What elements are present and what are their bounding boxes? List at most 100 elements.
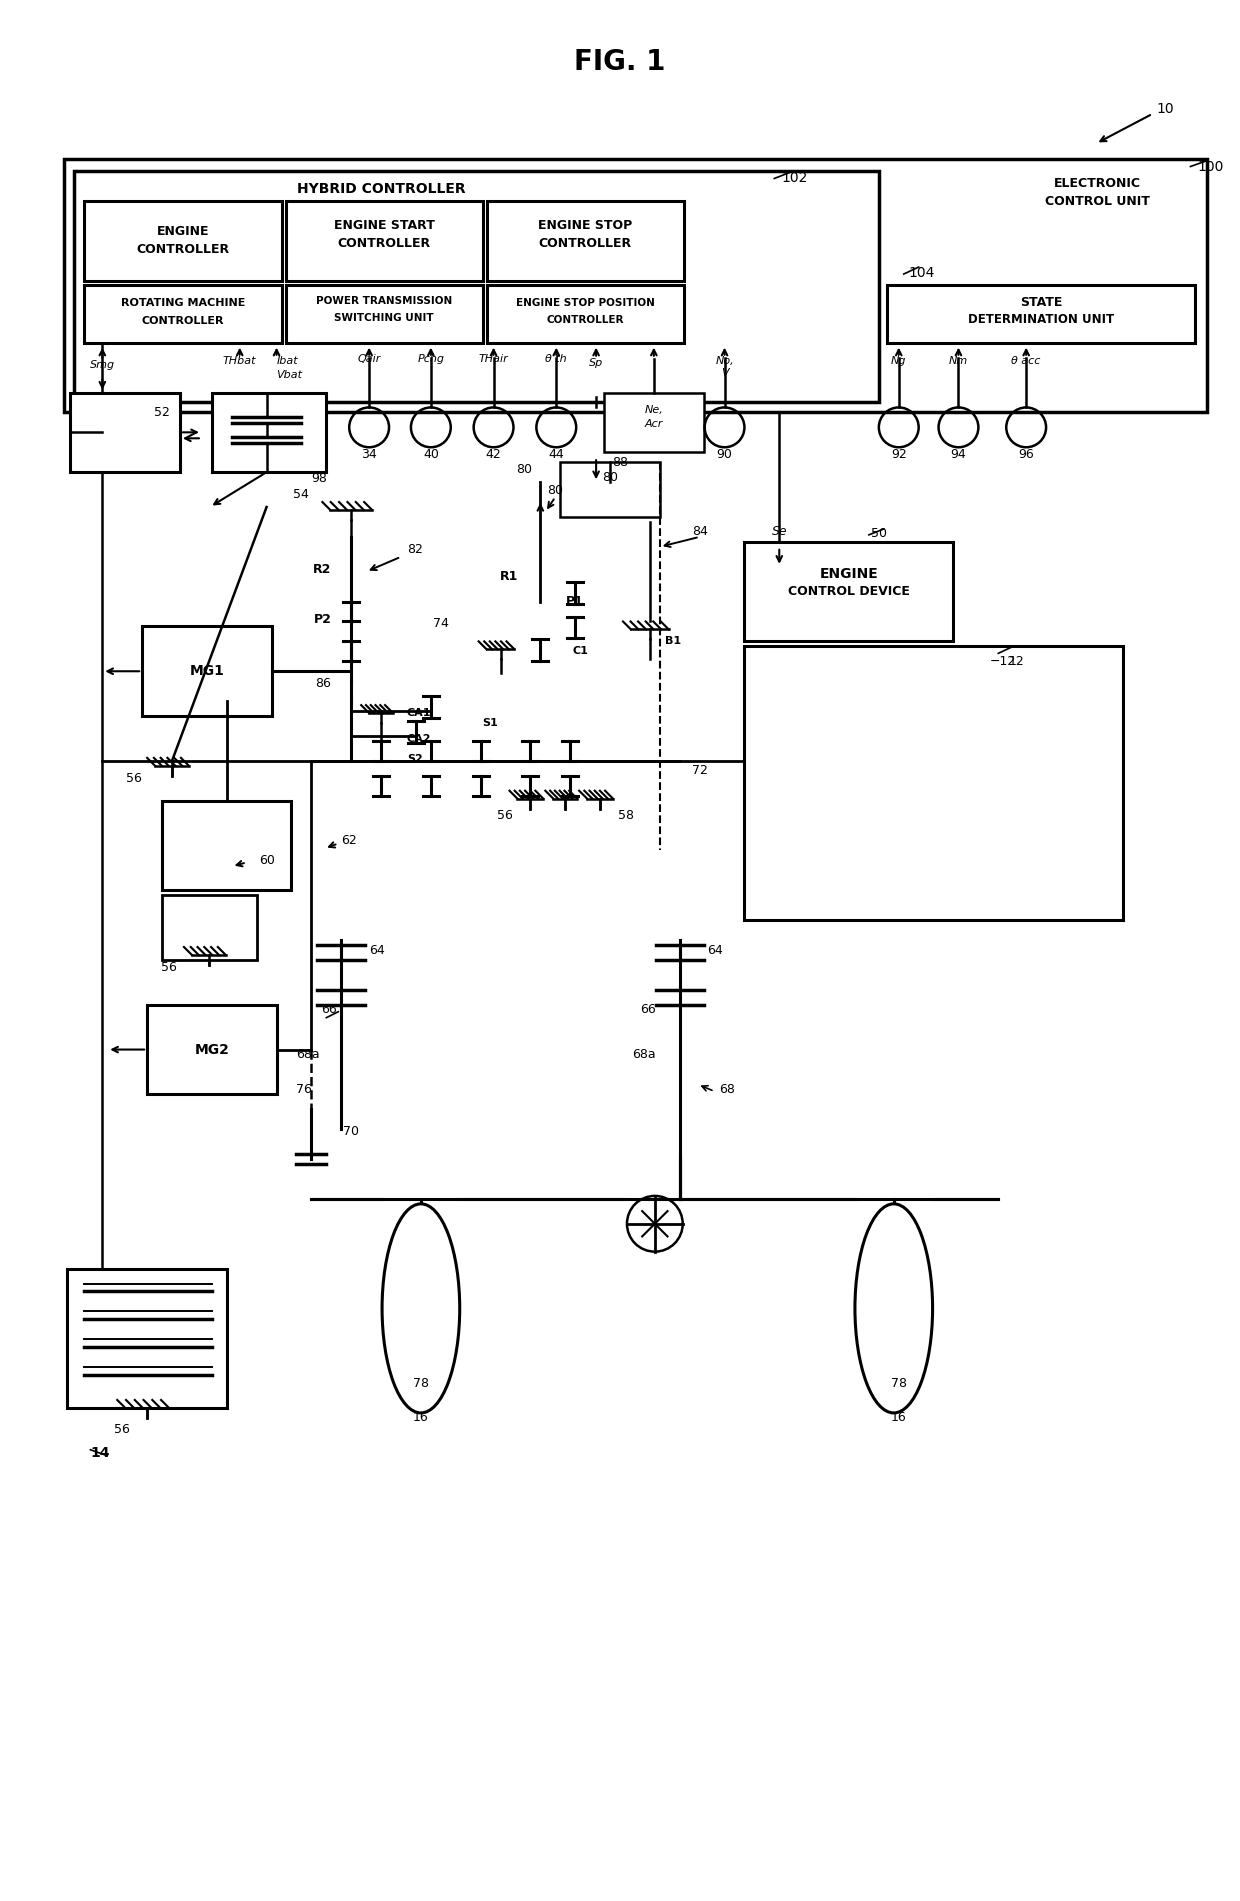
- Text: 92: 92: [890, 449, 906, 460]
- Text: V: V: [720, 367, 728, 378]
- Text: SWITCHING UNIT: SWITCHING UNIT: [335, 314, 434, 323]
- Text: 56: 56: [126, 772, 143, 785]
- Text: 40: 40: [423, 449, 439, 460]
- Text: 14: 14: [91, 1447, 110, 1460]
- Text: 60: 60: [259, 854, 275, 867]
- Text: 52: 52: [154, 407, 170, 418]
- Text: POWER TRANSMISSION: POWER TRANSMISSION: [316, 297, 453, 306]
- Text: CONTROLLER: CONTROLLER: [136, 243, 229, 255]
- Bar: [84, 202, 281, 281]
- Text: THair: THair: [479, 354, 508, 363]
- Bar: [162, 800, 291, 890]
- Text: 16: 16: [890, 1411, 906, 1424]
- Text: P1: P1: [567, 595, 584, 608]
- Text: THbat: THbat: [223, 355, 257, 365]
- Text: ENGINE START: ENGINE START: [334, 219, 434, 232]
- Text: 72: 72: [692, 764, 708, 778]
- Text: 86: 86: [315, 677, 331, 690]
- Text: CONTROLLER: CONTROLLER: [538, 238, 631, 249]
- Bar: [744, 646, 1122, 920]
- Text: 96: 96: [1018, 449, 1034, 460]
- Text: CA1: CA1: [407, 707, 432, 719]
- Text: STATE: STATE: [1021, 297, 1063, 310]
- Text: ENGINE STOP: ENGINE STOP: [538, 219, 632, 232]
- Text: 102: 102: [781, 171, 807, 186]
- Text: Nm: Nm: [949, 355, 968, 365]
- Text: CONTROLLER: CONTROLLER: [337, 238, 430, 249]
- Text: C1: C1: [572, 646, 588, 656]
- Text: 10: 10: [1157, 103, 1174, 116]
- Text: 34: 34: [361, 449, 377, 460]
- Text: 80: 80: [516, 462, 532, 475]
- Text: Smg: Smg: [89, 359, 115, 369]
- Bar: [744, 542, 954, 641]
- Text: 68: 68: [719, 1084, 735, 1095]
- Text: 56: 56: [114, 1424, 130, 1437]
- Text: B1: B1: [665, 637, 681, 646]
- Bar: [74, 171, 879, 403]
- Text: 100: 100: [1198, 160, 1224, 173]
- Text: 66: 66: [640, 1004, 656, 1017]
- Text: ELECTRONIC: ELECTRONIC: [1054, 177, 1141, 190]
- Text: 90: 90: [717, 449, 733, 460]
- Text: 80: 80: [547, 483, 563, 496]
- Text: 56: 56: [161, 962, 177, 975]
- Bar: [84, 285, 281, 342]
- Text: CONTROL UNIT: CONTROL UNIT: [1045, 196, 1151, 207]
- Bar: [887, 285, 1195, 342]
- Text: No,: No,: [715, 355, 734, 365]
- Text: R2: R2: [312, 563, 331, 576]
- Bar: [560, 462, 660, 517]
- Text: 58: 58: [618, 810, 634, 821]
- Text: FIG. 1: FIG. 1: [574, 48, 666, 76]
- Text: MG2: MG2: [195, 1042, 229, 1057]
- Text: 50: 50: [870, 527, 887, 540]
- Text: Ne,: Ne,: [645, 405, 663, 416]
- Bar: [148, 1006, 277, 1095]
- Bar: [285, 285, 482, 342]
- Text: 76: 76: [296, 1084, 312, 1095]
- Ellipse shape: [382, 1203, 460, 1412]
- Text: 98: 98: [311, 471, 327, 485]
- Text: 42: 42: [486, 449, 501, 460]
- Text: CONTROL DEVICE: CONTROL DEVICE: [789, 586, 910, 599]
- Text: 12: 12: [1008, 654, 1024, 667]
- Text: 94: 94: [951, 449, 966, 460]
- Bar: [143, 627, 272, 717]
- Text: −12: −12: [990, 654, 1017, 667]
- Text: Ng: Ng: [892, 355, 906, 365]
- Text: Sp: Sp: [589, 357, 603, 367]
- Text: Pchg: Pchg: [418, 354, 444, 363]
- Text: 54: 54: [294, 487, 309, 500]
- Text: 84: 84: [692, 525, 708, 538]
- Text: 44: 44: [548, 449, 564, 460]
- Text: 104: 104: [909, 266, 935, 279]
- Text: MG1: MG1: [190, 663, 224, 679]
- Text: R1: R1: [500, 570, 518, 584]
- Text: Se: Se: [771, 525, 787, 538]
- Text: S1: S1: [482, 719, 498, 728]
- Bar: [486, 202, 683, 281]
- Text: 82: 82: [407, 544, 423, 557]
- Text: 64: 64: [708, 943, 723, 956]
- Text: 66: 66: [321, 1004, 337, 1017]
- Text: 16: 16: [413, 1411, 429, 1424]
- Bar: [212, 392, 326, 471]
- Text: S2: S2: [407, 755, 423, 764]
- Text: 62: 62: [341, 835, 357, 848]
- Text: 74: 74: [433, 618, 449, 629]
- Text: HYBRID CONTROLLER: HYBRID CONTROLLER: [296, 182, 465, 196]
- Text: DETERMINATION UNIT: DETERMINATION UNIT: [968, 314, 1115, 327]
- Text: θ acc: θ acc: [1012, 355, 1040, 365]
- Text: 68a: 68a: [295, 1047, 320, 1061]
- Bar: [604, 392, 703, 452]
- Text: ENGINE STOP POSITION: ENGINE STOP POSITION: [516, 298, 655, 308]
- Text: 78: 78: [413, 1376, 429, 1390]
- Text: 64: 64: [370, 943, 384, 956]
- Text: 68a: 68a: [632, 1047, 656, 1061]
- Text: ENGINE: ENGINE: [156, 224, 210, 238]
- Bar: [67, 1268, 227, 1409]
- Text: CONTROLLER: CONTROLLER: [141, 316, 224, 325]
- Bar: [71, 392, 180, 471]
- Bar: [64, 158, 1208, 413]
